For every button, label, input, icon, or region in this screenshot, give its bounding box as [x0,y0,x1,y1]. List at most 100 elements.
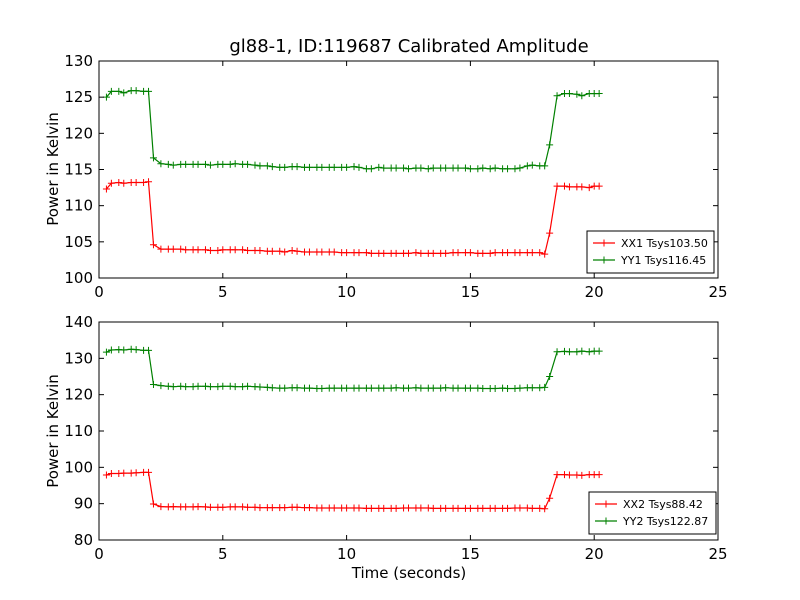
y-tick-label: 120 [64,386,93,404]
data-point-marker [318,163,326,171]
data-point-marker [182,160,190,168]
data-point-marker [516,164,524,172]
data-point-marker [367,504,375,512]
data-point-marker [578,347,586,355]
data-point-marker [102,185,110,193]
data-point-marker [256,383,264,391]
data-point-marker [145,468,153,476]
y-axis-label-bottom: Power in Kelvin [44,374,62,488]
data-point-marker [293,384,301,392]
y-axis-label-top: Power in Kelvin [44,112,62,226]
data-point-marker [466,504,474,512]
data-point-marker [115,179,123,187]
data-point-marker [565,471,573,479]
x-axis-label: Time (seconds) [351,564,467,582]
data-point-marker [573,348,581,356]
y-tick-label: 80 [74,531,93,549]
x-tick-label: 15 [461,283,480,301]
data-point-marker [417,504,425,512]
data-point-marker [219,246,227,254]
data-point-marker [565,90,573,98]
series-top-2 [102,87,603,173]
data-point-marker [343,504,351,512]
data-point-marker [149,380,157,388]
data-point-marker [288,247,296,255]
data-point-marker [281,248,289,256]
data-point-marker [276,247,284,255]
data-point-marker [149,154,157,162]
data-point-marker [511,165,519,173]
data-point-marker [491,504,499,512]
data-point-marker [194,160,202,168]
data-point-marker [132,179,140,187]
data-point-marker [244,160,252,168]
data-point-marker [429,164,437,172]
y-tick-label: 125 [64,88,93,106]
data-point-marker [169,245,177,253]
data-point-marker [182,383,190,391]
data-point-marker [107,87,115,95]
data-point-marker [528,504,536,512]
data-point-marker [305,248,313,256]
data-point-marker [392,504,400,512]
data-point-marker [256,504,264,512]
data-point-marker [466,165,474,173]
data-point-marker [169,503,177,511]
legend-box [588,491,717,535]
data-point-marker [362,249,370,257]
legend-bottom: XX2 Tsys88.42 YY2 Tsys122.87 [588,491,717,535]
data-point-marker [244,503,252,511]
data-point-marker [516,249,524,257]
data-point-marker [268,163,276,171]
data-point-marker [546,141,554,149]
data-point-marker [479,504,487,512]
data-point-marker [120,89,128,97]
data-point-marker [305,504,313,512]
data-point-marker [479,164,487,172]
data-point-marker [417,164,425,172]
data-point-marker [102,93,110,101]
data-point-marker [442,384,450,392]
data-point-marker [231,503,239,511]
data-point-marker [578,183,586,191]
data-point-marker [140,179,148,187]
y-tick-label: 140 [64,313,93,331]
chart-title: gl88-1, ID:119687 Calibrated Amplitude [229,36,588,57]
data-point-marker [330,384,338,392]
legend-entry-1: XX1 Tsys103.50 [593,237,708,250]
data-point-marker [466,249,474,257]
data-point-marker [417,384,425,392]
data-point-marker [145,346,153,354]
data-point-marker [380,164,388,172]
data-point-marker [120,346,128,354]
data-point-marker [486,249,494,257]
data-point-marker [380,504,388,512]
data-point-marker [350,163,358,171]
legend-entry-2: YY2 Tsys122.87 [595,515,708,528]
y-tick-label: 115 [64,161,93,179]
data-point-marker [102,471,110,479]
data-point-marker [268,504,276,512]
data-point-marker [164,160,172,168]
data-point-marker [523,162,531,170]
series-bottom-2 [102,345,603,392]
data-point-marker [454,249,462,257]
series-layer-bottom [102,345,603,513]
data-point-marker [256,247,264,255]
data-point-marker [107,346,115,354]
data-point-marker [578,471,586,479]
data-point-marker [157,503,165,511]
data-point-marker [405,504,412,512]
data-point-marker [305,384,313,392]
data-point-marker [553,471,561,479]
data-point-marker [585,348,593,356]
data-point-marker [553,92,561,100]
data-point-marker [367,165,375,173]
data-point-marker [400,164,408,172]
data-point-marker [231,383,239,391]
series-layer-top [102,87,603,258]
data-point-marker [367,249,375,257]
data-point-marker [375,163,383,171]
x-tick-label: 10 [337,283,356,301]
data-point-marker [454,504,462,512]
